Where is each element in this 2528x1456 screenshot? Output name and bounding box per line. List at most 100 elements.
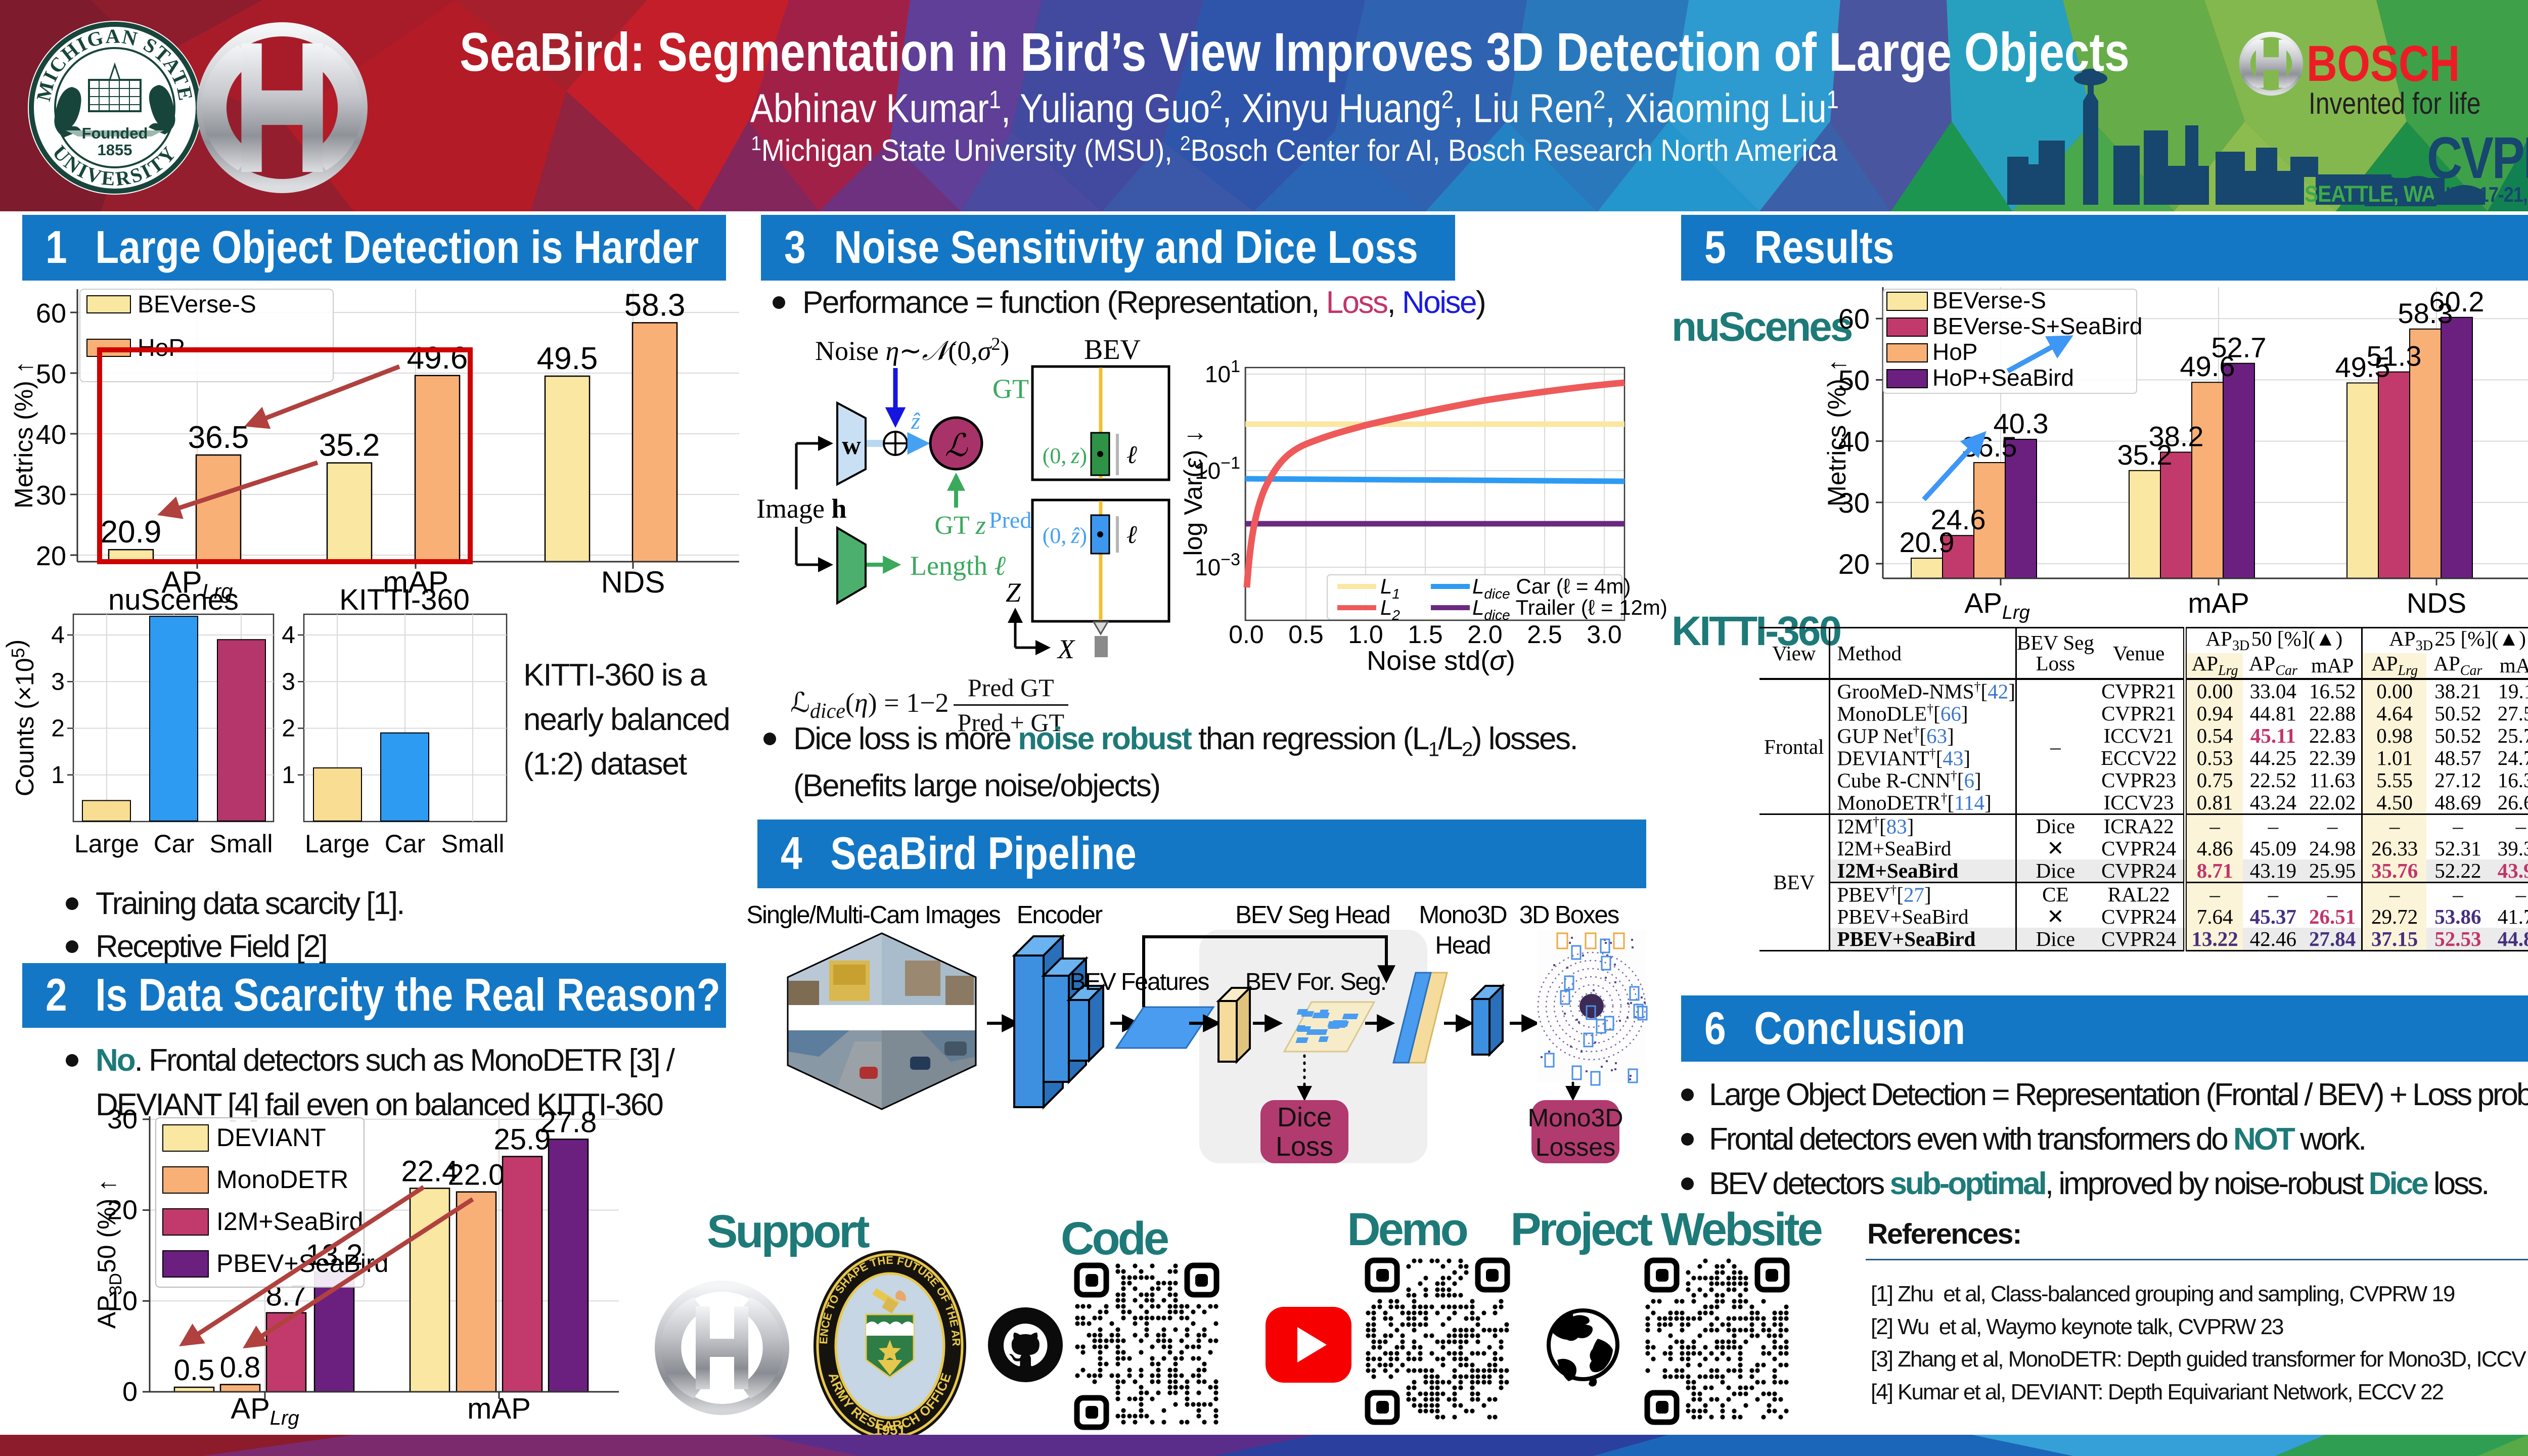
svg-text:ℓ: ℓ [1126, 440, 1137, 469]
svg-text:ℓ: ℓ [1126, 520, 1137, 549]
svg-text:Noise η∼𝒩(0,σ2): Noise η∼𝒩(0,σ2) [815, 334, 1009, 366]
svg-text:3D Boxes: 3D Boxes [1519, 901, 1619, 929]
svg-text:Pred: Pred [989, 507, 1031, 533]
svg-text:AP3D50 (%) ↑: AP3D50 (%) ↑ [93, 1179, 125, 1329]
svg-text:10: 10 [107, 1286, 138, 1316]
svg-text:DEVIANT: DEVIANT [216, 1123, 326, 1152]
svg-text:Encoder: Encoder [1017, 901, 1103, 929]
svg-text:1.5: 1.5 [1408, 620, 1443, 649]
svg-text:Metrics (%) ↑: Metrics (%) ↑ [1823, 359, 1851, 507]
svg-text:Car: Car [154, 830, 195, 858]
svg-text:I2M+SeaBird: I2M+SeaBird [216, 1207, 363, 1236]
svg-text:2: 2 [51, 715, 65, 742]
svg-text:24.6: 24.6 [1931, 504, 1986, 535]
svg-text:Large: Large [305, 830, 370, 858]
svg-text:30: 30 [107, 1104, 138, 1134]
svg-text:(0, ẑ): (0, ẑ) [1043, 523, 1087, 548]
svg-text:36.5: 36.5 [188, 420, 249, 455]
svg-text:49.5: 49.5 [537, 341, 598, 376]
svg-text:25.9: 25.9 [494, 1123, 551, 1156]
svg-text:3.0: 3.0 [1587, 620, 1622, 649]
svg-text:Mono3D: Mono3D [1528, 1104, 1623, 1132]
svg-text:2.0: 2.0 [1467, 620, 1503, 649]
svg-text:L1: L1 [1380, 574, 1400, 602]
svg-text:38.2: 38.2 [2149, 420, 2204, 452]
svg-text:3: 3 [282, 668, 295, 695]
svg-text:20: 20 [107, 1195, 138, 1225]
svg-text:mAP: mAP [2188, 587, 2249, 619]
svg-text:Z: Z [1006, 577, 1021, 608]
svg-text:0.8: 0.8 [220, 1351, 261, 1384]
svg-text:51.3: 51.3 [2367, 340, 2422, 372]
svg-text:Noise std(σ): Noise std(σ) [1367, 646, 1515, 676]
svg-text:Single/Multi-Cam Images: Single/Multi-Cam Images [746, 901, 1000, 929]
svg-text:BEV Seg Head: BEV Seg Head [1235, 901, 1390, 929]
svg-text:ẑ: ẑ [911, 408, 921, 434]
svg-text:Invented for life: Invented for life [2309, 86, 2480, 120]
svg-text:Small: Small [209, 830, 273, 858]
svg-text:BEV: BEV [1084, 334, 1141, 366]
svg-text:BEVerse-S: BEVerse-S [138, 291, 256, 318]
svg-text:log Var(ε) ↓: log Var(ε) ↓ [1179, 430, 1207, 556]
svg-text:1.0: 1.0 [1348, 620, 1383, 649]
svg-text:Ldice Trailer (ℓ = 12m): Ldice Trailer (ℓ = 12m) [1472, 596, 1667, 623]
svg-text:Loss: Loss [1276, 1131, 1333, 1162]
svg-text:HoP+SeaBird: HoP+SeaBird [1932, 365, 2074, 391]
svg-text:20.9: 20.9 [101, 515, 162, 550]
svg-text:Small: Small [441, 830, 504, 858]
svg-text:0.0: 0.0 [1229, 620, 1264, 649]
svg-text:Car: Car [385, 830, 426, 858]
svg-text:CVPR: CVPR [2427, 125, 2528, 191]
svg-text:JUNE 17-21, 2024: JUNE 17-21, 2024 [2428, 183, 2528, 206]
svg-text:60: 60 [36, 298, 66, 329]
svg-text:4: 4 [282, 622, 295, 649]
svg-text:(0, z): (0, z) [1043, 443, 1087, 468]
svg-text:ℒ: ℒ [945, 429, 968, 463]
svg-text:SCIENCE TO SHAPE THE FUTURE OF: SCIENCE TO SHAPE THE FUTURE OF THE ARMY [0, 0, 963, 1346]
svg-text:4: 4 [51, 622, 65, 649]
svg-text:49.6: 49.6 [407, 341, 468, 376]
svg-text:52.7: 52.7 [2211, 332, 2267, 363]
svg-text:35.2: 35.2 [2117, 439, 2173, 471]
svg-text:30: 30 [1838, 487, 1870, 519]
svg-text:Counts (×105): Counts (×105) [2, 640, 39, 796]
svg-text:2: 2 [282, 715, 295, 742]
svg-text:0: 0 [122, 1377, 138, 1407]
svg-text:Founded: Founded [82, 124, 148, 142]
svg-text:Dice: Dice [1277, 1102, 1332, 1132]
svg-text:2.5: 2.5 [1527, 620, 1562, 649]
svg-text:1: 1 [51, 762, 65, 789]
svg-text:SEATTLE, WA: SEATTLE, WA [2305, 181, 2435, 207]
svg-text:27.8: 27.8 [540, 1106, 597, 1139]
svg-text:GT: GT [992, 374, 1029, 404]
svg-text:35.2: 35.2 [319, 428, 380, 463]
svg-text:60.2: 60.2 [2429, 286, 2485, 317]
svg-text:40.3: 40.3 [1994, 407, 2049, 439]
svg-text:3: 3 [51, 668, 65, 695]
svg-text:GT z: GT z [934, 511, 986, 540]
svg-text:1: 1 [282, 762, 295, 789]
svg-text:60: 60 [1838, 303, 1870, 335]
svg-text:20: 20 [1838, 548, 1870, 580]
svg-text:40: 40 [36, 420, 66, 450]
svg-text:22.4: 22.4 [401, 1155, 459, 1188]
svg-text:nuScenes: nuScenes [108, 583, 239, 616]
svg-text:1855: 1855 [98, 141, 132, 159]
svg-text:30: 30 [36, 480, 66, 511]
svg-text:Mono3D: Mono3D [1419, 901, 1507, 929]
svg-text:Losses: Losses [1536, 1133, 1615, 1161]
svg-text:Head: Head [1435, 932, 1490, 959]
svg-text:Metrics (%) ↑: Metrics (%) ↑ [10, 361, 38, 509]
svg-text:NDS: NDS [2407, 587, 2466, 619]
svg-text:50: 50 [1838, 364, 1870, 396]
svg-text:mAP: mAP [467, 1392, 531, 1425]
svg-text:20.9: 20.9 [1900, 526, 1955, 558]
svg-text:BEV For. Seg.: BEV For. Seg. [1245, 969, 1386, 995]
svg-text:BEVerse-S: BEVerse-S [1932, 287, 2046, 313]
svg-text:50: 50 [36, 359, 66, 389]
svg-text:Length ℓ: Length ℓ [910, 551, 1006, 581]
svg-text:0.5: 0.5 [1288, 620, 1324, 649]
svg-text:APLrg: APLrg [231, 1392, 299, 1429]
svg-text:NDS: NDS [601, 565, 665, 599]
svg-text:w: w [842, 431, 861, 460]
